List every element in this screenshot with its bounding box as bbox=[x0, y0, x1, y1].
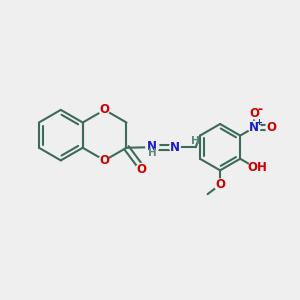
Circle shape bbox=[136, 164, 147, 175]
Text: N: N bbox=[147, 140, 157, 153]
Circle shape bbox=[99, 104, 109, 115]
Circle shape bbox=[249, 159, 266, 176]
Text: N: N bbox=[249, 121, 259, 134]
Text: -: - bbox=[257, 103, 262, 116]
Text: OH: OH bbox=[247, 160, 267, 174]
Text: H: H bbox=[148, 148, 157, 158]
Circle shape bbox=[249, 107, 260, 119]
Text: O: O bbox=[249, 106, 259, 120]
Circle shape bbox=[169, 142, 180, 152]
Circle shape bbox=[214, 179, 226, 190]
Text: O: O bbox=[266, 121, 276, 134]
Text: N: N bbox=[170, 141, 180, 154]
Text: H: H bbox=[191, 136, 200, 146]
Circle shape bbox=[146, 140, 159, 153]
Text: O: O bbox=[136, 163, 147, 176]
Text: O: O bbox=[99, 154, 109, 167]
Text: +: + bbox=[255, 118, 262, 127]
Circle shape bbox=[99, 156, 109, 166]
Text: O: O bbox=[99, 103, 109, 116]
Circle shape bbox=[266, 122, 277, 133]
Text: O: O bbox=[215, 178, 225, 191]
Circle shape bbox=[248, 122, 260, 134]
